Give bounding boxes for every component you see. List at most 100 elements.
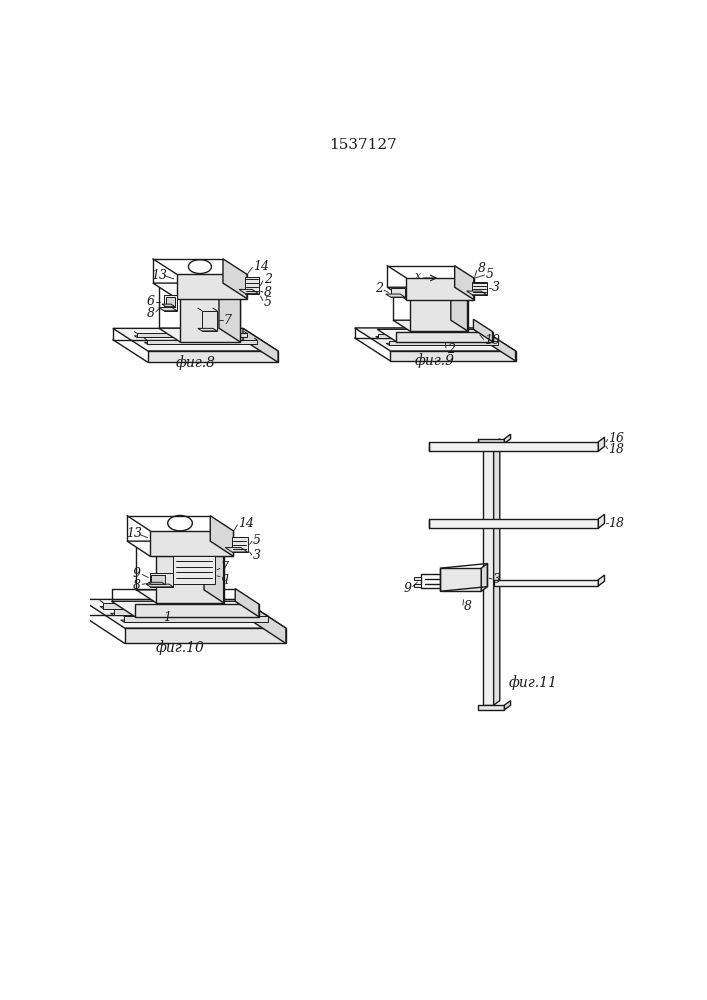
Polygon shape bbox=[125, 628, 286, 643]
Polygon shape bbox=[113, 328, 278, 351]
Polygon shape bbox=[147, 340, 257, 344]
Polygon shape bbox=[166, 297, 175, 307]
Text: 6: 6 bbox=[146, 295, 155, 308]
Polygon shape bbox=[210, 516, 233, 556]
Text: 9: 9 bbox=[404, 582, 411, 595]
Polygon shape bbox=[100, 607, 247, 609]
Polygon shape bbox=[414, 584, 421, 587]
Polygon shape bbox=[480, 328, 515, 361]
Polygon shape bbox=[429, 519, 598, 528]
Polygon shape bbox=[481, 564, 487, 591]
Polygon shape bbox=[429, 442, 598, 451]
Polygon shape bbox=[159, 308, 177, 311]
Text: 1: 1 bbox=[163, 611, 172, 624]
Polygon shape bbox=[177, 274, 247, 299]
Polygon shape bbox=[137, 333, 247, 337]
Polygon shape bbox=[387, 287, 474, 300]
Polygon shape bbox=[235, 589, 259, 617]
Text: 5: 5 bbox=[252, 534, 261, 547]
Polygon shape bbox=[455, 266, 474, 300]
Polygon shape bbox=[478, 705, 504, 710]
Text: 1537127: 1537127 bbox=[329, 138, 397, 152]
Text: фиг.11: фиг.11 bbox=[508, 675, 557, 690]
Text: 14: 14 bbox=[238, 517, 254, 530]
Polygon shape bbox=[386, 343, 498, 345]
Polygon shape bbox=[478, 439, 504, 443]
Polygon shape bbox=[159, 328, 240, 342]
Text: 8: 8 bbox=[146, 307, 155, 320]
Polygon shape bbox=[151, 531, 233, 556]
Text: 8: 8 bbox=[264, 286, 271, 299]
Polygon shape bbox=[114, 609, 258, 615]
Polygon shape bbox=[198, 328, 217, 331]
Text: x: x bbox=[415, 271, 421, 281]
Polygon shape bbox=[153, 283, 247, 299]
Polygon shape bbox=[151, 573, 173, 587]
Text: 7: 7 bbox=[221, 561, 228, 574]
Polygon shape bbox=[451, 288, 467, 331]
Polygon shape bbox=[162, 304, 175, 307]
Polygon shape bbox=[390, 351, 515, 361]
Polygon shape bbox=[472, 282, 486, 295]
Polygon shape bbox=[389, 341, 498, 345]
Text: 2: 2 bbox=[264, 273, 271, 286]
Text: фиг.9: фиг.9 bbox=[415, 353, 455, 368]
Text: 3: 3 bbox=[493, 573, 501, 586]
Text: 9: 9 bbox=[133, 567, 141, 580]
Text: 2: 2 bbox=[375, 282, 382, 295]
Polygon shape bbox=[135, 604, 259, 617]
Polygon shape bbox=[239, 289, 259, 294]
Polygon shape bbox=[407, 278, 474, 300]
Text: 2: 2 bbox=[447, 343, 455, 356]
Polygon shape bbox=[148, 351, 278, 362]
Text: 3: 3 bbox=[492, 281, 500, 294]
Polygon shape bbox=[243, 328, 278, 362]
Polygon shape bbox=[375, 337, 488, 338]
Polygon shape bbox=[173, 556, 215, 584]
Polygon shape bbox=[204, 542, 223, 603]
Polygon shape bbox=[232, 537, 247, 552]
Polygon shape bbox=[598, 575, 604, 586]
Polygon shape bbox=[467, 291, 486, 295]
Polygon shape bbox=[180, 298, 240, 342]
Polygon shape bbox=[151, 575, 165, 584]
Text: q: q bbox=[221, 571, 228, 584]
Polygon shape bbox=[219, 284, 240, 342]
Polygon shape bbox=[410, 299, 467, 331]
Polygon shape bbox=[598, 514, 604, 528]
Polygon shape bbox=[355, 328, 515, 351]
Polygon shape bbox=[493, 580, 598, 586]
Text: 13: 13 bbox=[151, 269, 167, 282]
Polygon shape bbox=[397, 332, 493, 342]
Text: 8: 8 bbox=[478, 262, 486, 275]
Polygon shape bbox=[148, 582, 165, 584]
Polygon shape bbox=[146, 584, 173, 587]
Polygon shape bbox=[386, 294, 405, 297]
Text: 5: 5 bbox=[485, 268, 493, 281]
Polygon shape bbox=[134, 336, 247, 337]
Text: 10: 10 bbox=[484, 334, 501, 347]
Text: 7: 7 bbox=[223, 314, 232, 327]
Polygon shape bbox=[202, 311, 217, 331]
Text: фиг.8: фиг.8 bbox=[175, 355, 216, 370]
Polygon shape bbox=[390, 288, 405, 297]
Polygon shape bbox=[504, 434, 510, 443]
Polygon shape bbox=[136, 590, 223, 603]
Polygon shape bbox=[483, 443, 493, 705]
Polygon shape bbox=[110, 613, 258, 615]
Polygon shape bbox=[474, 319, 493, 342]
Polygon shape bbox=[144, 342, 257, 344]
Polygon shape bbox=[121, 620, 269, 622]
Text: 18: 18 bbox=[608, 517, 624, 530]
Text: фиг.10: фиг.10 bbox=[156, 641, 204, 655]
Polygon shape bbox=[81, 599, 286, 628]
Polygon shape bbox=[164, 295, 177, 311]
Polygon shape bbox=[127, 541, 233, 556]
Polygon shape bbox=[414, 577, 421, 580]
Text: 8: 8 bbox=[464, 600, 472, 613]
Polygon shape bbox=[226, 548, 247, 552]
Polygon shape bbox=[378, 334, 488, 338]
Polygon shape bbox=[598, 437, 604, 451]
Polygon shape bbox=[504, 701, 510, 710]
Text: 13: 13 bbox=[126, 527, 142, 540]
